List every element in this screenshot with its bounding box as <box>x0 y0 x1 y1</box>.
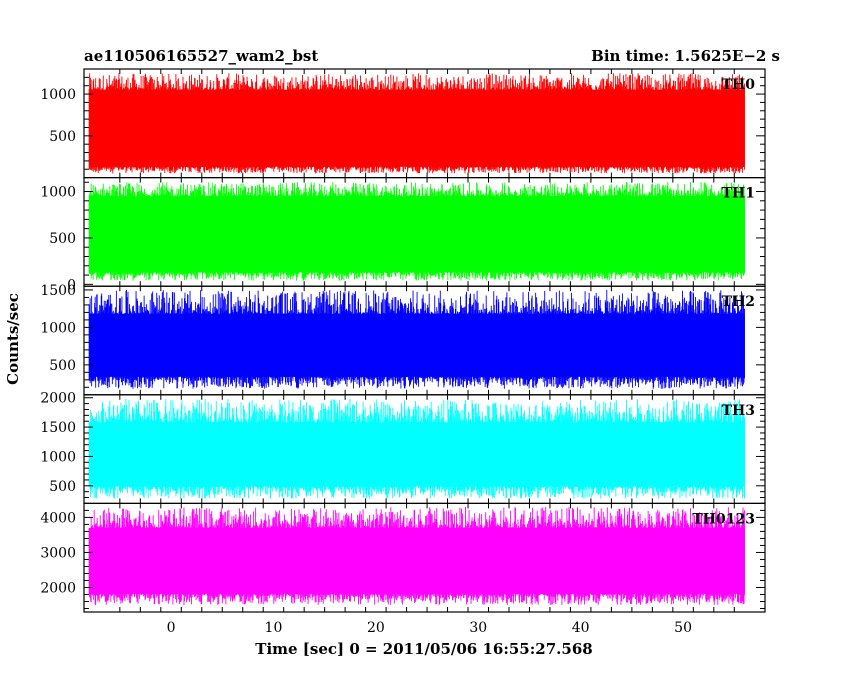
panel-label-th0123: TH0123 <box>692 511 755 527</box>
panel-label-th3: TH3 <box>722 403 755 419</box>
y-tick-label: 500 <box>49 358 76 374</box>
y-tick-label: 3000 <box>40 545 76 561</box>
y-tick-label: 2000 <box>40 580 76 596</box>
bin-time-label: Bin time: 1.5625E−2 s <box>591 47 780 65</box>
panel-label-th1: TH1 <box>722 186 755 202</box>
y-tick-label: 1000 <box>40 87 76 103</box>
y-tick-label: 2000 <box>40 391 76 407</box>
y-tick-label: 1000 <box>40 449 76 465</box>
x-tick-label: 50 <box>674 620 692 636</box>
panel-th1: 0 500 1000 TH1 <box>40 177 766 293</box>
x-tick-label: 10 <box>265 620 283 636</box>
y-tick-label: 0 <box>67 277 76 293</box>
panel-label-th2: TH2 <box>722 294 755 310</box>
panel-label-th0: TH0 <box>722 77 756 93</box>
y-tick-label: 500 <box>49 479 76 495</box>
x-axis-label: Time [sec] 0 = 2011/05/06 16:55:27.568 <box>255 640 592 658</box>
y-tick-label: 4000 <box>40 510 76 526</box>
x-tick-label: 30 <box>469 620 487 636</box>
series-line-th0123 <box>88 507 745 605</box>
y-tick-label: 1000 <box>40 185 76 201</box>
y-axis-label: Counts/sec <box>4 293 22 385</box>
chart-title: ae110506165527_wam2_bst <box>84 47 318 65</box>
series-line-th1 <box>88 182 745 281</box>
y-tick-label: 1500 <box>40 283 76 299</box>
y-tick-label: 500 <box>49 231 76 247</box>
panel-frame <box>83 502 766 613</box>
x-tick-label: 0 <box>167 620 176 636</box>
y-tick-label: 500 <box>49 129 76 145</box>
y-tick-label: 1500 <box>40 420 76 436</box>
x-tick-label: 40 <box>572 620 590 636</box>
panel-th3: 500 1000 1500 2000 TH3 <box>40 391 766 504</box>
series-line-th3 <box>88 398 745 499</box>
y-tick-label: 1000 <box>40 320 76 336</box>
x-tick-label: 20 <box>367 620 385 636</box>
panel-th2: 500 1000 1500 TH2 <box>40 283 766 396</box>
series-line-th2 <box>88 289 745 389</box>
panel-th0123: 2000 3000 4000 TH0123 <box>40 502 766 613</box>
series-line-th0 <box>88 73 745 174</box>
panel-th0: 500 1000 TH0 <box>40 68 766 179</box>
